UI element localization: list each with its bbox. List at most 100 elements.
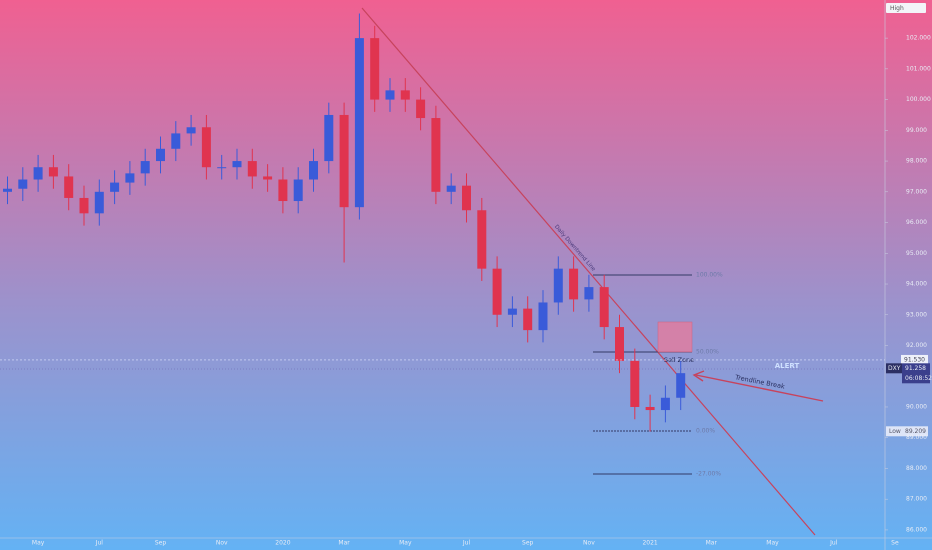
x-tick-label: Jul	[462, 540, 471, 547]
candle-body	[462, 185, 471, 211]
break-arrow	[695, 374, 824, 402]
candle-body	[140, 161, 150, 174]
fib-label: 50.00%	[696, 349, 719, 356]
candle-body	[553, 268, 563, 303]
candle-body	[232, 161, 242, 168]
y-tick-label: 102.000	[906, 35, 931, 42]
candle-body	[599, 287, 609, 328]
candle-body	[370, 38, 380, 100]
candle-body	[431, 118, 441, 192]
x-tick-label: Nov	[216, 540, 228, 547]
alert-box	[901, 354, 928, 365]
candle-body	[48, 167, 58, 177]
y-tick-label: 98.000	[906, 158, 927, 165]
fib-label: 0.00%	[696, 428, 715, 435]
candle-body	[660, 397, 670, 411]
candle-body	[584, 287, 594, 300]
candle-body	[538, 302, 548, 331]
candle-body	[217, 167, 227, 169]
high-box	[886, 3, 926, 13]
fib-label: 100.00%	[696, 272, 723, 279]
candle-body	[477, 210, 487, 269]
x-tick-label: Mar	[706, 540, 718, 547]
last-price-value: 91.258	[905, 365, 926, 372]
candle-body	[156, 148, 165, 162]
candle-body	[18, 179, 28, 189]
candle-body	[3, 188, 12, 192]
symbol-box	[886, 363, 902, 374]
x-tick-label: Se	[891, 540, 899, 547]
candle-body	[247, 161, 257, 177]
low-label: Low	[889, 428, 901, 435]
high-label: High	[890, 5, 904, 12]
candle-body	[171, 133, 181, 149]
candle-body	[125, 173, 135, 183]
fib-label: -27.00%	[696, 471, 721, 478]
countdown: 06:08:52	[905, 375, 932, 382]
x-tick-label: May	[32, 540, 45, 547]
y-tick-label: 87.000	[906, 496, 927, 503]
break-arrow-head	[692, 370, 705, 382]
low-value: 89.209	[905, 428, 926, 435]
y-tick-label: 89.000	[906, 434, 927, 441]
candle-body	[507, 308, 517, 315]
candle-body	[309, 161, 318, 180]
x-tick-label: 2020	[275, 540, 290, 547]
candle-body	[278, 179, 288, 202]
candle-body	[416, 99, 426, 119]
y-tick-label: 90.000	[906, 403, 927, 410]
alert-label: ALERT	[775, 362, 800, 370]
x-tick-label: Jul	[829, 540, 838, 547]
last-price-box	[902, 363, 930, 384]
symbol-label: DXY	[888, 365, 901, 372]
candle-body	[263, 176, 273, 180]
x-tick-label: 2021	[642, 540, 657, 547]
candle-body	[645, 406, 655, 411]
candle-body	[676, 373, 686, 398]
candle-body	[324, 114, 334, 162]
y-tick-label: 94.000	[906, 281, 927, 288]
y-tick-label: 93.000	[906, 311, 927, 318]
x-tick-label: Sep	[522, 540, 534, 547]
y-tick-label: 99.000	[906, 127, 927, 134]
candle-body	[492, 268, 502, 315]
y-tick-label: 100.000	[906, 96, 931, 103]
candle-body	[79, 197, 89, 214]
candle-body	[293, 179, 303, 202]
sell-zone	[657, 321, 693, 353]
candle-body	[339, 114, 349, 208]
y-tick-label: 95.000	[906, 250, 927, 257]
candle-body	[201, 127, 211, 168]
candle-body	[354, 38, 364, 208]
candle-body	[523, 308, 533, 331]
sell-zone-label: Sell Zone	[664, 356, 694, 364]
candle-body	[64, 176, 74, 198]
y-tick-label: 86.000	[906, 526, 927, 533]
candle-body	[569, 268, 579, 300]
candle-body	[110, 182, 120, 192]
candle-body	[33, 167, 43, 180]
candle-body	[385, 90, 395, 100]
y-tick-label: 97.000	[906, 188, 927, 195]
x-tick-label: Sep	[155, 540, 167, 547]
candle-body	[446, 185, 456, 192]
candle-body	[630, 360, 640, 407]
y-tick-label: 96.000	[906, 219, 927, 226]
y-tick-label: 88.000	[906, 465, 927, 472]
x-tick-label: Nov	[583, 540, 595, 547]
x-tick-label: May	[399, 540, 412, 547]
x-tick-label: May	[766, 540, 779, 547]
candle-body	[615, 327, 624, 361]
candle-body	[94, 191, 104, 214]
y-tick-label: 92.000	[906, 342, 927, 349]
y-tick-label: 101.000	[906, 65, 931, 72]
candle-body	[400, 90, 410, 100]
x-tick-label: Jul	[95, 540, 104, 547]
low-box	[886, 426, 928, 437]
alert-value: 91.530	[904, 356, 925, 363]
x-tick-label: Mar	[338, 540, 350, 547]
downtrend-line	[361, 7, 816, 536]
candle-body	[186, 127, 196, 134]
